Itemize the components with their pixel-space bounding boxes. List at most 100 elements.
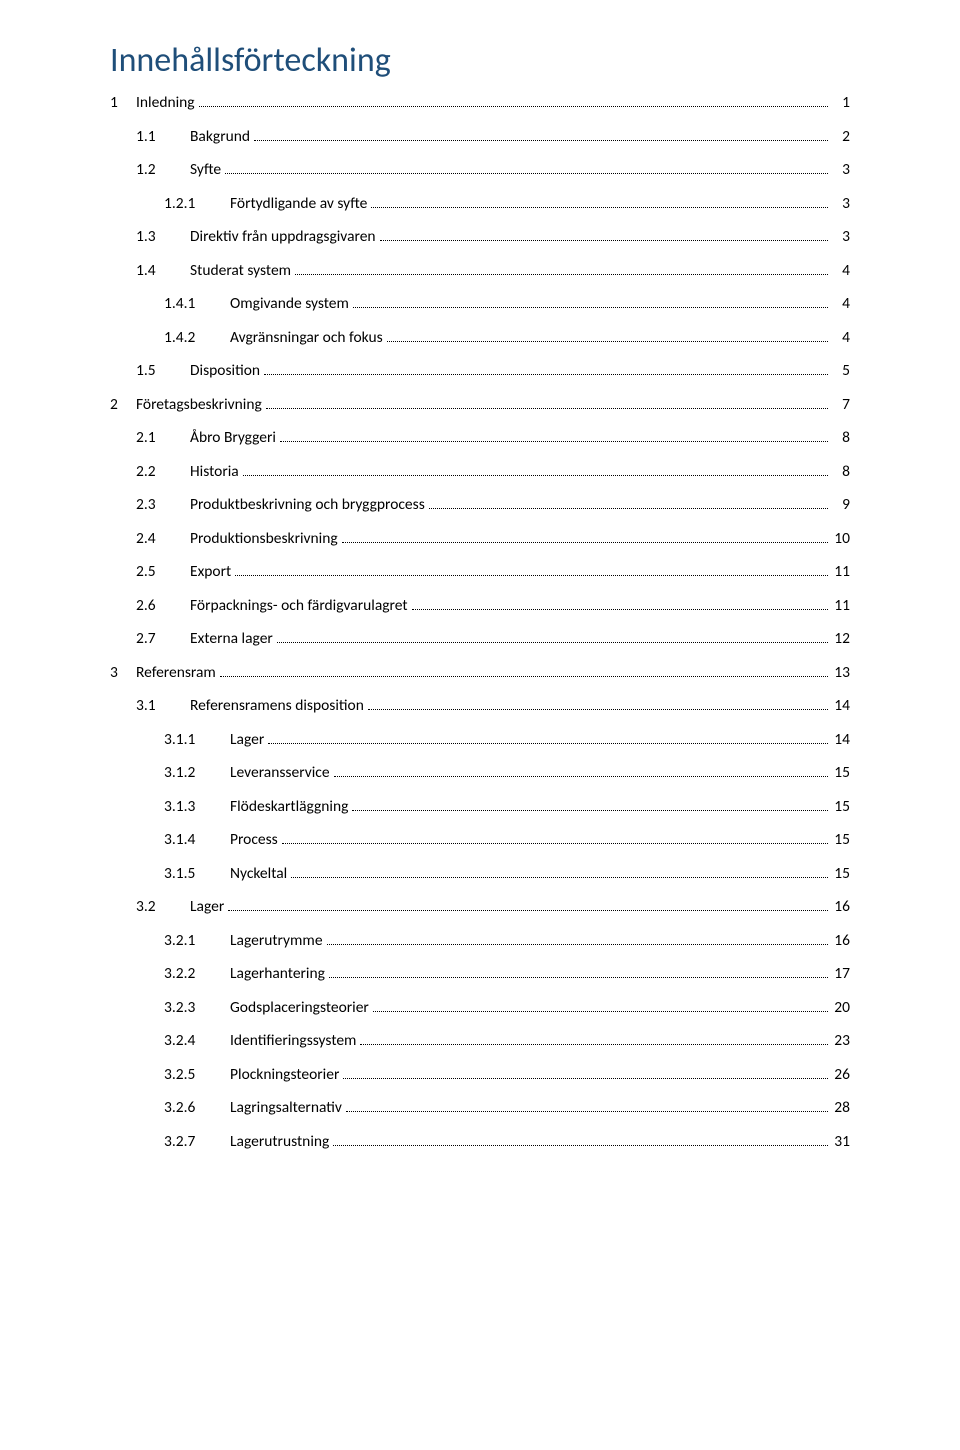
toc-entry-label: Studerat system [190,263,291,279]
toc-leader-dots [371,207,828,208]
toc-entry-page: 15 [832,799,850,815]
toc-entry-number: 3.2.4 [164,1033,230,1049]
toc-entry-label: Lagringsalternativ [230,1100,342,1116]
toc-entry-number: 3.2 [136,899,190,915]
toc-entry-label: Företagsbeskrivning [136,397,262,413]
toc-entry-number: 3.1.4 [164,832,230,848]
toc-entry-number: 3.2.1 [164,933,230,949]
toc-leader-dots [277,642,828,643]
toc-entry-label: Åbro Bryggeri [190,430,276,446]
toc-entry-page: 11 [832,598,850,614]
toc-entry[interactable]: 2.7Externa lager12 [110,631,850,647]
toc-entry-label: Godsplaceringsteorier [230,1000,369,1016]
toc-entry[interactable]: 1.2Syfte3 [110,162,850,178]
toc-entry[interactable]: 3.2.2Lagerhantering17 [110,966,850,982]
toc-entry-label: Plockningsteorier [230,1067,339,1083]
toc-entry-number: 2.1 [136,430,190,446]
toc-entry[interactable]: 3.2.3Godsplaceringsteorier 20 [110,1000,850,1016]
toc-entry[interactable]: 3.2.6Lagringsalternativ28 [110,1100,850,1116]
toc-entry-page: 28 [832,1100,850,1116]
toc-entry[interactable]: 3Referensram 13 [110,665,850,681]
toc-entry[interactable]: 3.1.3Flödeskartläggning15 [110,799,850,815]
toc-entry[interactable]: 3.2.5Plockningsteorier 26 [110,1067,850,1083]
toc-entry-number: 1.4 [136,263,190,279]
toc-entry[interactable]: 2.4Produktionsbeskrivning10 [110,531,850,547]
toc-entry-page: 7 [832,397,850,413]
toc-entry[interactable]: 3.1Referensramens disposition14 [110,698,850,714]
toc-entry-label: Lagerutrymme [230,933,323,949]
toc-leader-dots [199,106,828,107]
toc-entry-number: 1.5 [136,363,190,379]
toc-entry-page: 26 [832,1067,850,1083]
toc-entry-number: 1.4.1 [164,296,230,312]
toc-entry-page: 16 [832,933,850,949]
toc-entry-number: 2.2 [136,464,190,480]
toc-entry-page: 17 [832,966,850,982]
toc-leader-dots [353,307,828,308]
toc-entry-number: 3.2.2 [164,966,230,982]
toc-entry[interactable]: 3.1.1Lager14 [110,732,850,748]
toc-entry-label: Lagerutrustning [230,1134,329,1150]
toc-leader-dots [387,341,828,342]
toc-leader-dots [352,810,828,811]
toc-entry-number: 3.2.5 [164,1067,230,1083]
toc-leader-dots [373,1011,828,1012]
toc-entry-number: 3 [110,665,136,681]
toc-list: 1Inledning11.1Bakgrund21.2Syfte31.2.1För… [110,95,850,1149]
toc-entry[interactable]: 2.1Åbro Bryggeri8 [110,430,850,446]
toc-entry[interactable]: 2.3Produktbeskrivning och bryggprocess9 [110,497,850,513]
toc-entry-page: 23 [832,1033,850,1049]
toc-leader-dots [264,374,828,375]
toc-entry-number: 3.1.5 [164,866,230,882]
toc-entry[interactable]: 3.2.7Lagerutrustning31 [110,1134,850,1150]
toc-entry[interactable]: 3.2Lager16 [110,899,850,915]
toc-leader-dots [429,508,828,509]
toc-entry-label: Förtydligande av syfte [230,196,367,212]
toc-entry[interactable]: 2.5Export11 [110,564,850,580]
toc-entry[interactable]: 2Företagsbeskrivning7 [110,397,850,413]
toc-entry-page: 13 [832,665,850,681]
toc-entry-number: 1.2.1 [164,196,230,212]
toc-entry[interactable]: 1.4.2Avgränsningar och fokus4 [110,330,850,346]
toc-entry[interactable]: 1.5Disposition5 [110,363,850,379]
toc-leader-dots [295,274,828,275]
toc-entry-number: 1 [110,95,136,111]
toc-entry-label: Lager [190,899,224,915]
toc-entry-number: 2.4 [136,531,190,547]
toc-entry-number: 2.5 [136,564,190,580]
toc-entry-page: 20 [832,1000,850,1016]
toc-entry-label: Disposition [190,363,260,379]
toc-entry-number: 1.4.2 [164,330,230,346]
toc-entry-label: Referensram [136,665,216,681]
toc-entry[interactable]: 1.2.1Förtydligande av syfte 3 [110,196,850,212]
toc-entry-page: 14 [832,732,850,748]
toc-title: Innehållsförteckning [110,40,850,81]
toc-entry-label: Direktiv från uppdragsgivaren [190,229,376,245]
toc-entry[interactable]: 1.4.1Omgivande system4 [110,296,850,312]
toc-entry-page: 4 [832,263,850,279]
toc-entry-label: Syfte [190,162,221,178]
toc-entry[interactable]: 1Inledning1 [110,95,850,111]
toc-leader-dots [342,542,828,543]
toc-entry[interactable]: 1.3Direktiv från uppdragsgivaren3 [110,229,850,245]
toc-leader-dots [254,140,828,141]
toc-leader-dots [280,441,828,442]
toc-entry[interactable]: 3.2.1Lagerutrymme 16 [110,933,850,949]
toc-leader-dots [243,475,828,476]
toc-leader-dots [225,173,828,174]
toc-entry-number: 2.6 [136,598,190,614]
toc-entry-number: 3.2.3 [164,1000,230,1016]
toc-entry-page: 3 [832,196,850,212]
toc-entry[interactable]: 2.2Historia8 [110,464,850,480]
toc-entry[interactable]: 3.1.5Nyckeltal15 [110,866,850,882]
toc-entry-page: 15 [832,765,850,781]
toc-entry-label: Leveransservice [230,765,330,781]
toc-entry[interactable]: 2.6Förpacknings- och färdigvarulagret11 [110,598,850,614]
toc-entry[interactable]: 1.4Studerat system 4 [110,263,850,279]
toc-entry-page: 8 [832,464,850,480]
toc-entry-page: 2 [832,129,850,145]
toc-entry[interactable]: 3.2.4Identifieringssystem23 [110,1033,850,1049]
toc-entry[interactable]: 3.1.2Leveransservice15 [110,765,850,781]
toc-entry[interactable]: 1.1Bakgrund2 [110,129,850,145]
toc-entry[interactable]: 3.1.4Process15 [110,832,850,848]
